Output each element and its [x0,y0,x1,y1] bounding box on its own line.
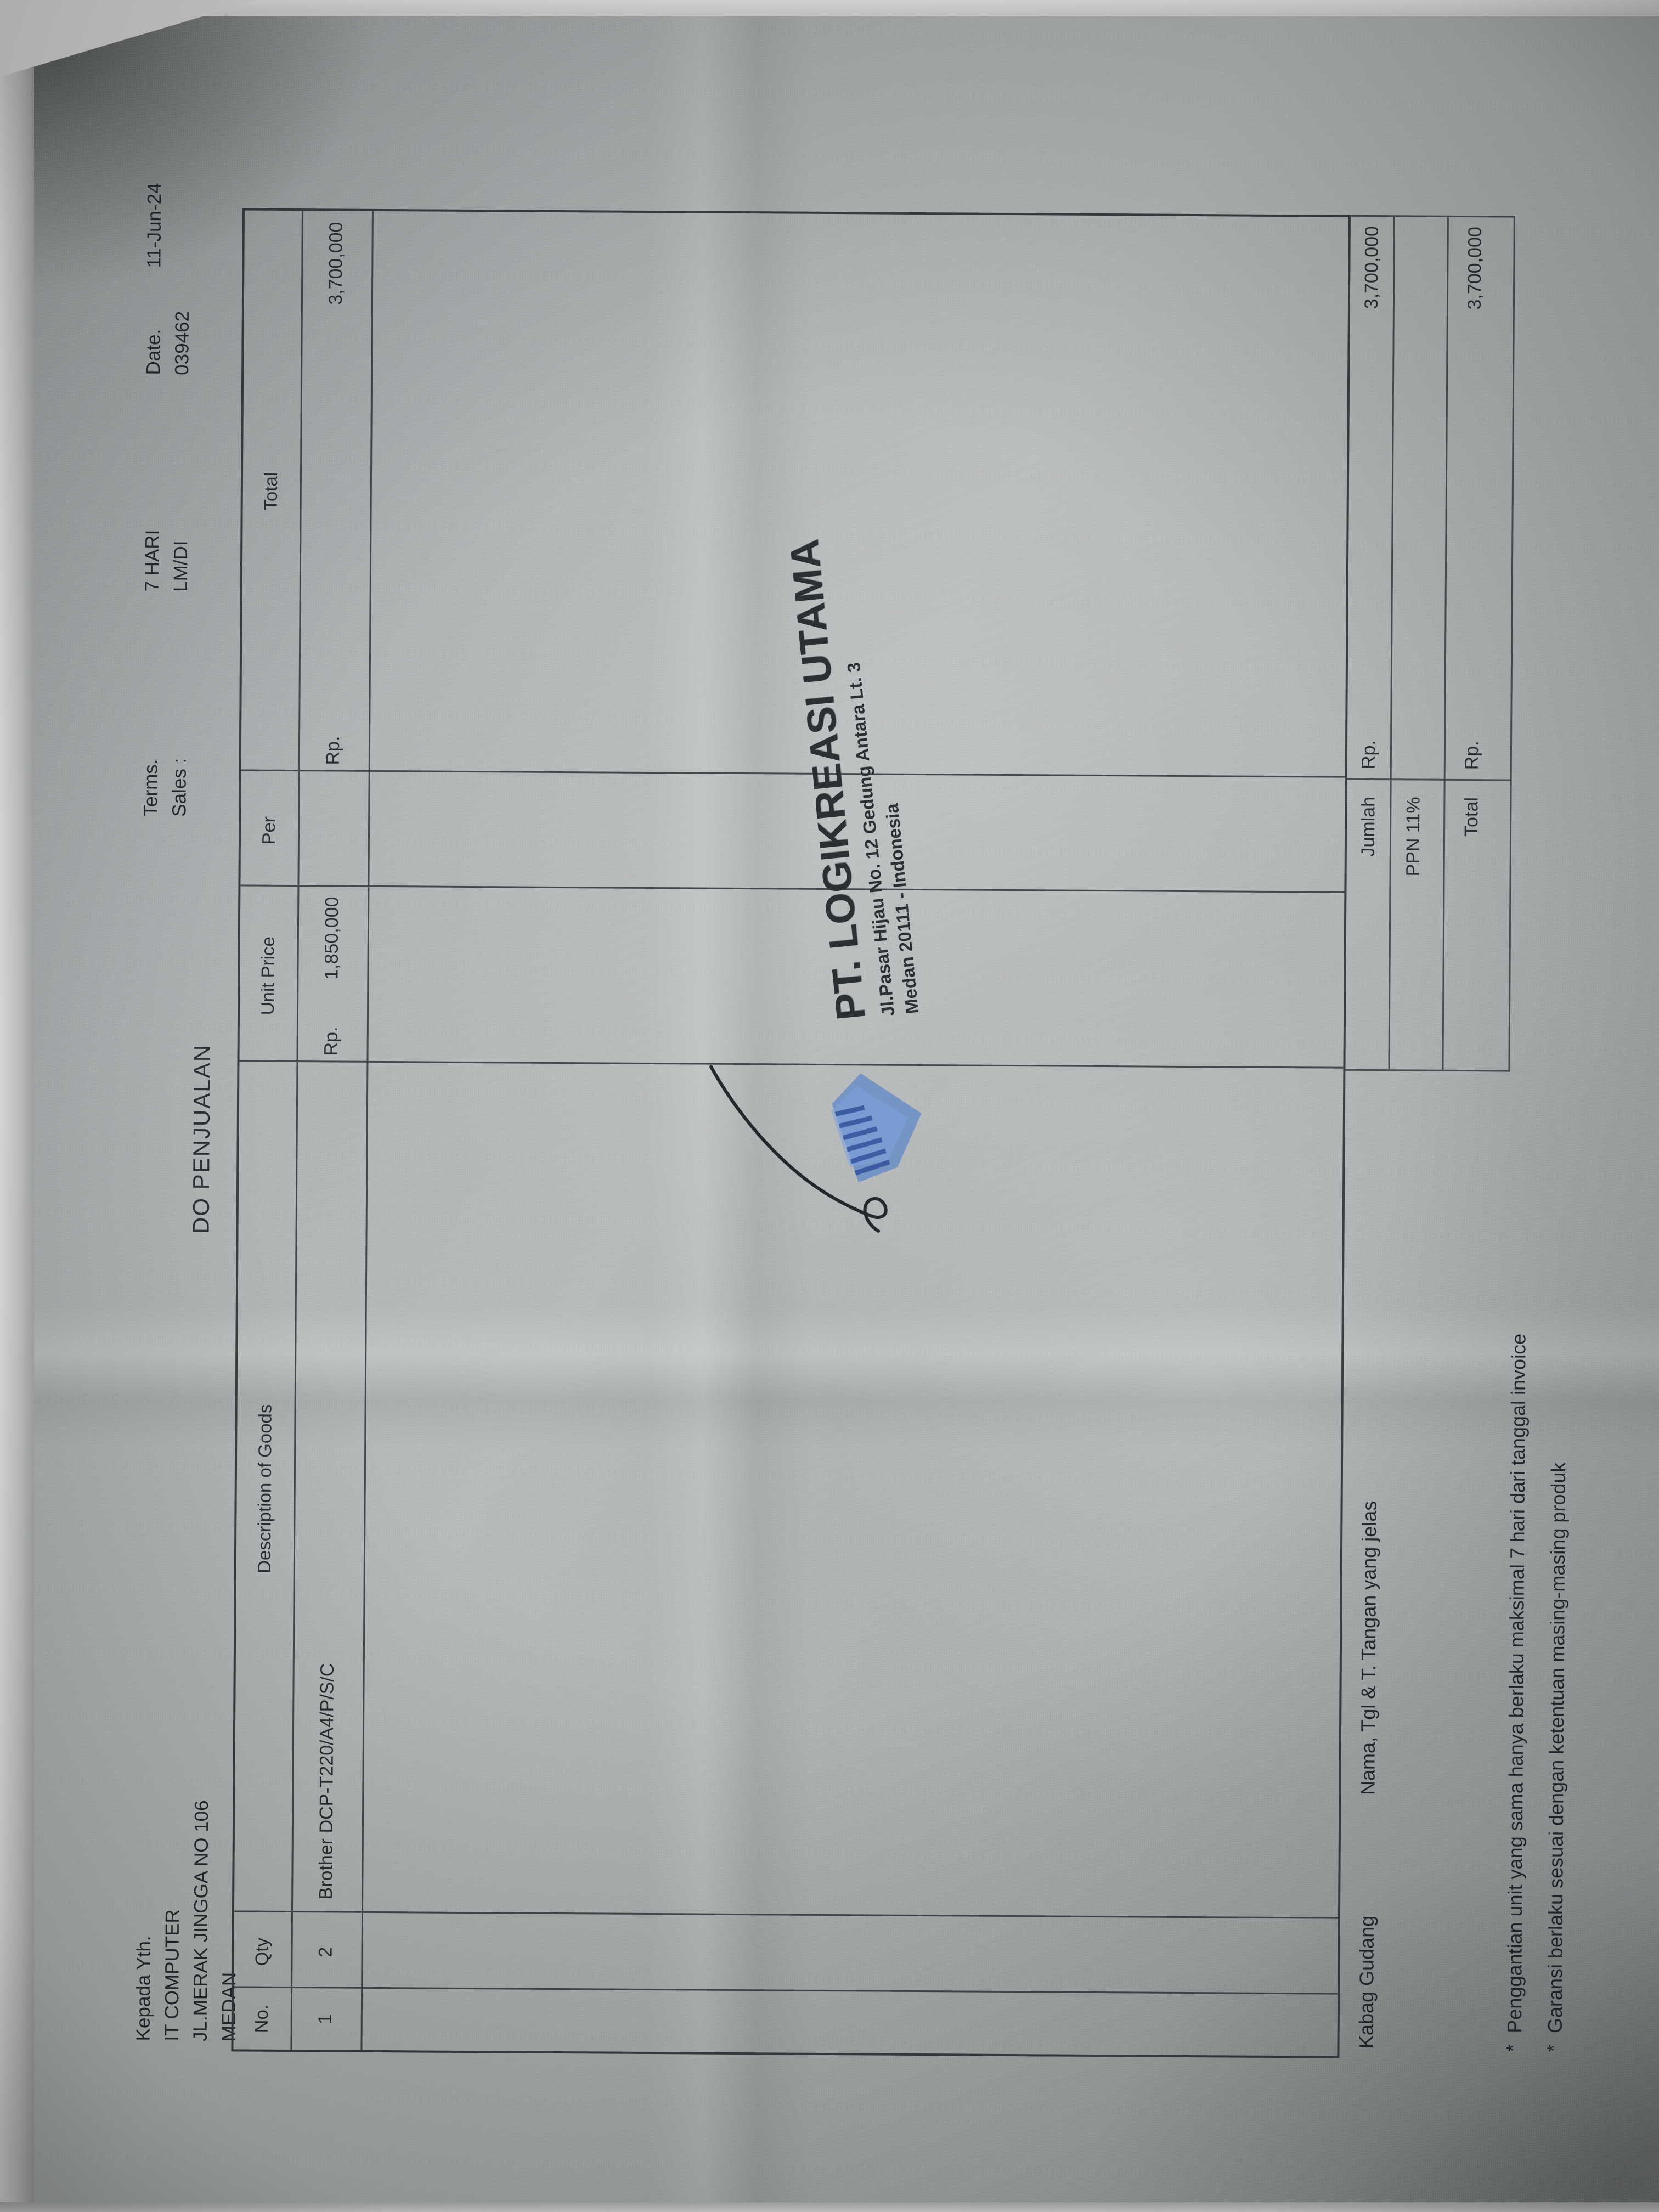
photo-glare [823,933,1591,1810]
summary-rule-3 [1508,216,1515,1072]
sales-value: LM/DI [170,540,192,592]
desk-edge-left [0,0,34,2212]
summary-label-ppn: PPN 11% [1402,797,1424,877]
note-text-2: Garansi berlaku sesuai dengan ketentuan … [1543,1462,1570,2034]
header-no: No. [251,2004,272,2033]
row-no: 1 [314,2013,336,2025]
header-qty: Qty [251,1937,272,1966]
row-qty: 2 [315,1946,336,1958]
desk-edge-top [0,0,1659,16]
note-bullet-1: * [1503,2044,1524,2052]
terms-label: Terms. [140,759,162,817]
col-divider-price [240,884,1346,893]
summary-amount-total: 3,700,000 [1464,227,1486,310]
date-label: Date. [143,329,165,375]
summary-amount-ppn [1403,226,1407,769]
terms-value: 7 HARI [141,529,163,592]
note-bullet-2: * [1543,2044,1565,2052]
summary-amount-jumlah: 3,700,000 [1361,225,1383,309]
header-per: Per [258,816,279,845]
summary-rule-1 [1388,215,1395,1071]
sales-label: Sales : [168,758,190,817]
row-total: 3,700,000 [325,222,347,305]
handwritten-signature [709,1065,888,1233]
signature-caption: Nama, Tgl & T. Tangan yang jelas [1356,1500,1381,1796]
header-price: Unit Price [257,936,278,1015]
row1-rule [360,210,374,2050]
delivery-order-form: DO PENJUALAN Kepada Yth. IT COMPUTER JL.… [133,183,1570,2058]
date-value: 11-Jun-24 [143,183,166,268]
note-text-1: Penggantian unit yang sama hanya berlaku… [1503,1333,1530,2033]
page-title: DO PENJUALAN [188,1043,215,1234]
addressee-label: Kepada Yth. [132,1936,155,2041]
col-divider-no [234,1986,1339,1995]
company-stamp: PT. LOGIKREASI UTAMA Jl.Pasar Hijau No. … [709,527,1084,1233]
summary-divider-1 [1345,1069,1510,1072]
col-divider-qty [234,1910,1339,1919]
header-rule [290,210,303,2050]
doc-number: 039462 [171,311,193,375]
summary-divider-2 [1347,778,1512,781]
header-total: Total [260,472,281,511]
blue-ink-stamp-icon [831,1073,922,1183]
addressee-name: IT COMPUTER [161,1909,184,2041]
summary-rule-2 [1442,215,1449,1071]
summary-divider-3 [1350,215,1515,218]
desk-edge-bottom [0,2202,1659,2212]
summary-label-total: Total [1461,797,1482,837]
row-unit-price: 1,850,000 [321,896,343,980]
addressee-street: JL.MERAK JINGGA NO 106 [189,1800,213,2042]
scanned-document: DO PENJUALAN Kepada Yth. IT COMPUTER JL.… [94,87,1570,2125]
col-divider-per [241,769,1346,778]
summary-label-jumlah: Jumlah [1357,796,1379,857]
signature-role: Kabag Gudang [1355,1915,1379,2049]
